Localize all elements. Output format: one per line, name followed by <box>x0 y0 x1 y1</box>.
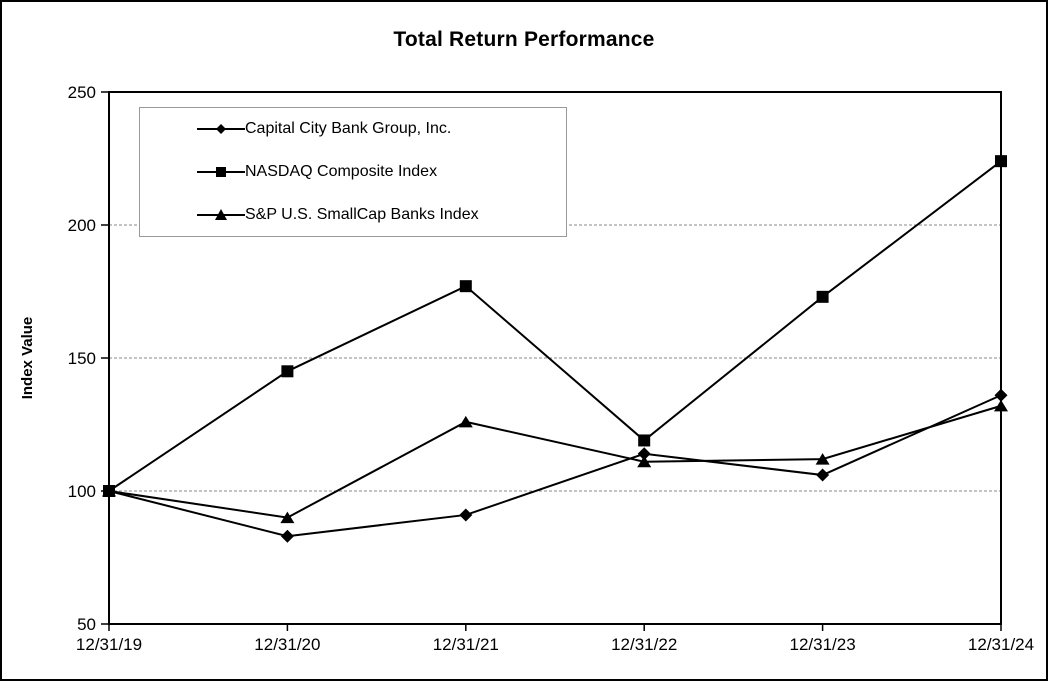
series-marker-1-1 <box>280 511 295 524</box>
x-tick-label-2: 12/31/21 <box>433 635 499 654</box>
x-tick-label-3: 12/31/22 <box>611 635 677 654</box>
series-line-0 <box>108 394 1002 538</box>
series-marker-0-3 <box>637 447 651 461</box>
y-tick-label-150: 150 <box>68 349 96 368</box>
series-marker-0-1 <box>280 529 294 543</box>
x-tick-label-5: 12/31/24 <box>968 635 1034 654</box>
y-tick-label-200: 200 <box>68 216 96 235</box>
series-marker-2-1 <box>281 365 294 378</box>
x-tick-label-0: 12/31/19 <box>76 635 142 654</box>
x-tick-label-1: 12/31/20 <box>254 635 320 654</box>
legend-item-sp-smallcap: S&P U.S. SmallCap Banks Index <box>197 206 566 224</box>
legend-label: NASDAQ Composite Index <box>245 162 438 180</box>
diamond-marker-icon <box>197 122 245 136</box>
series-marker-1-4 <box>815 453 830 465</box>
series-line-2 <box>108 160 1002 492</box>
y-tick-label-250: 250 <box>68 83 96 102</box>
series-marker-0-4 <box>816 468 830 482</box>
series-marker-1-3 <box>637 455 652 468</box>
chart-title: Total Return Performance <box>393 28 655 51</box>
legend-label: S&P U.S. SmallCap Banks Index <box>245 205 479 223</box>
legend-item-capital-city: Capital City Bank Group, Inc. <box>197 120 566 138</box>
series-marker-1-5 <box>994 399 1008 412</box>
y-tick-label-50: 50 <box>77 615 96 634</box>
series-line-1 <box>108 404 1002 519</box>
chart-legend: Capital City Bank Group, Inc. NASDAQ Com… <box>139 107 567 237</box>
y-tick-label-100: 100 <box>68 482 96 501</box>
legend-label: Capital City Bank Group, Inc. <box>245 120 452 138</box>
legend-item-nasdaq: NASDAQ Composite Index <box>197 163 566 181</box>
series-marker-2-2 <box>459 280 472 293</box>
series-marker-2-0 <box>103 485 115 497</box>
series-marker-1-2 <box>458 415 473 428</box>
series-marker-0-2 <box>459 508 473 522</box>
series-marker-2-5 <box>995 155 1007 168</box>
series-marker-2-3 <box>638 434 651 447</box>
series-marker-0-5 <box>994 388 1008 402</box>
x-tick-label-4: 12/31/23 <box>790 635 856 654</box>
triangle-marker-icon <box>197 208 245 222</box>
square-marker-icon <box>197 165 245 179</box>
series-marker-2-4 <box>816 290 829 303</box>
